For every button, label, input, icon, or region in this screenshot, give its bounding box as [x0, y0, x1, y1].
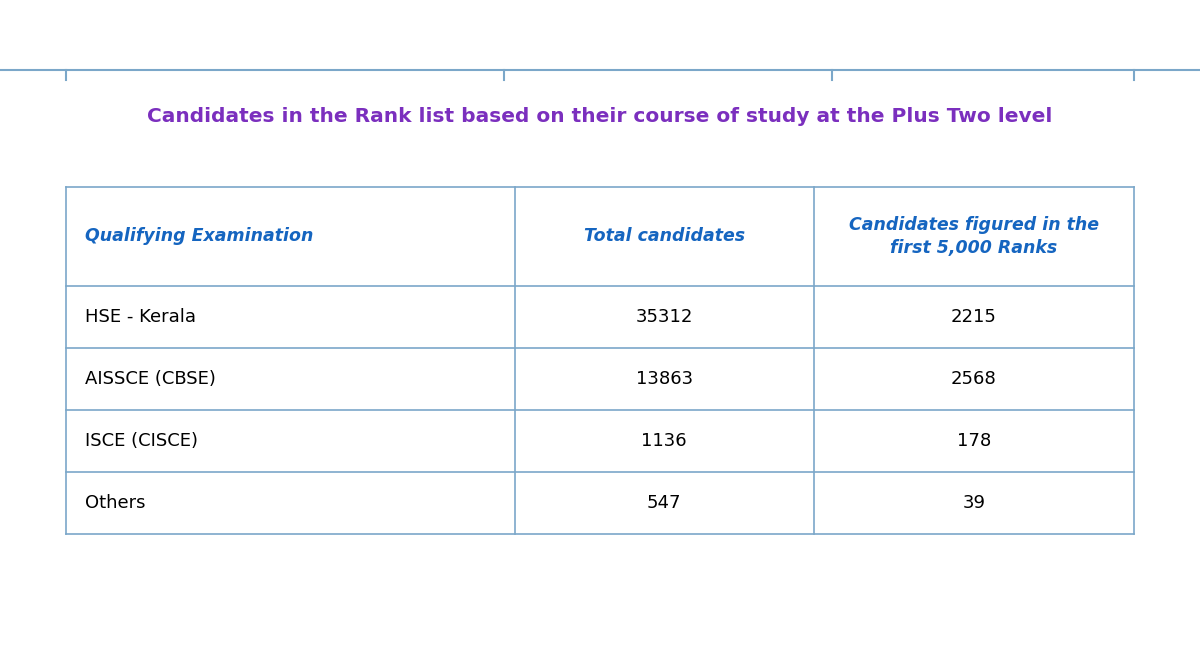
Text: AISSCE (CBSE): AISSCE (CBSE)	[85, 370, 216, 388]
Text: 35312: 35312	[635, 308, 692, 325]
Text: 178: 178	[956, 432, 991, 450]
Text: 2568: 2568	[950, 370, 997, 388]
Text: HSE - Kerala: HSE - Kerala	[85, 308, 197, 325]
Text: 39: 39	[962, 494, 985, 512]
Text: Candidates figured in the
first 5,000 Ranks: Candidates figured in the first 5,000 Ra…	[848, 215, 1099, 257]
Text: 547: 547	[647, 494, 682, 512]
Text: ISCE (CISCE): ISCE (CISCE)	[85, 432, 198, 450]
Text: Qualifying Examination: Qualifying Examination	[85, 227, 313, 245]
Text: 13863: 13863	[636, 370, 692, 388]
Text: Total candidates: Total candidates	[583, 227, 745, 245]
Text: Candidates in the Rank list based on their course of study at the Plus Two level: Candidates in the Rank list based on the…	[148, 107, 1052, 126]
Text: Others: Others	[85, 494, 145, 512]
Text: 2215: 2215	[950, 308, 997, 325]
Text: 1136: 1136	[641, 432, 686, 450]
